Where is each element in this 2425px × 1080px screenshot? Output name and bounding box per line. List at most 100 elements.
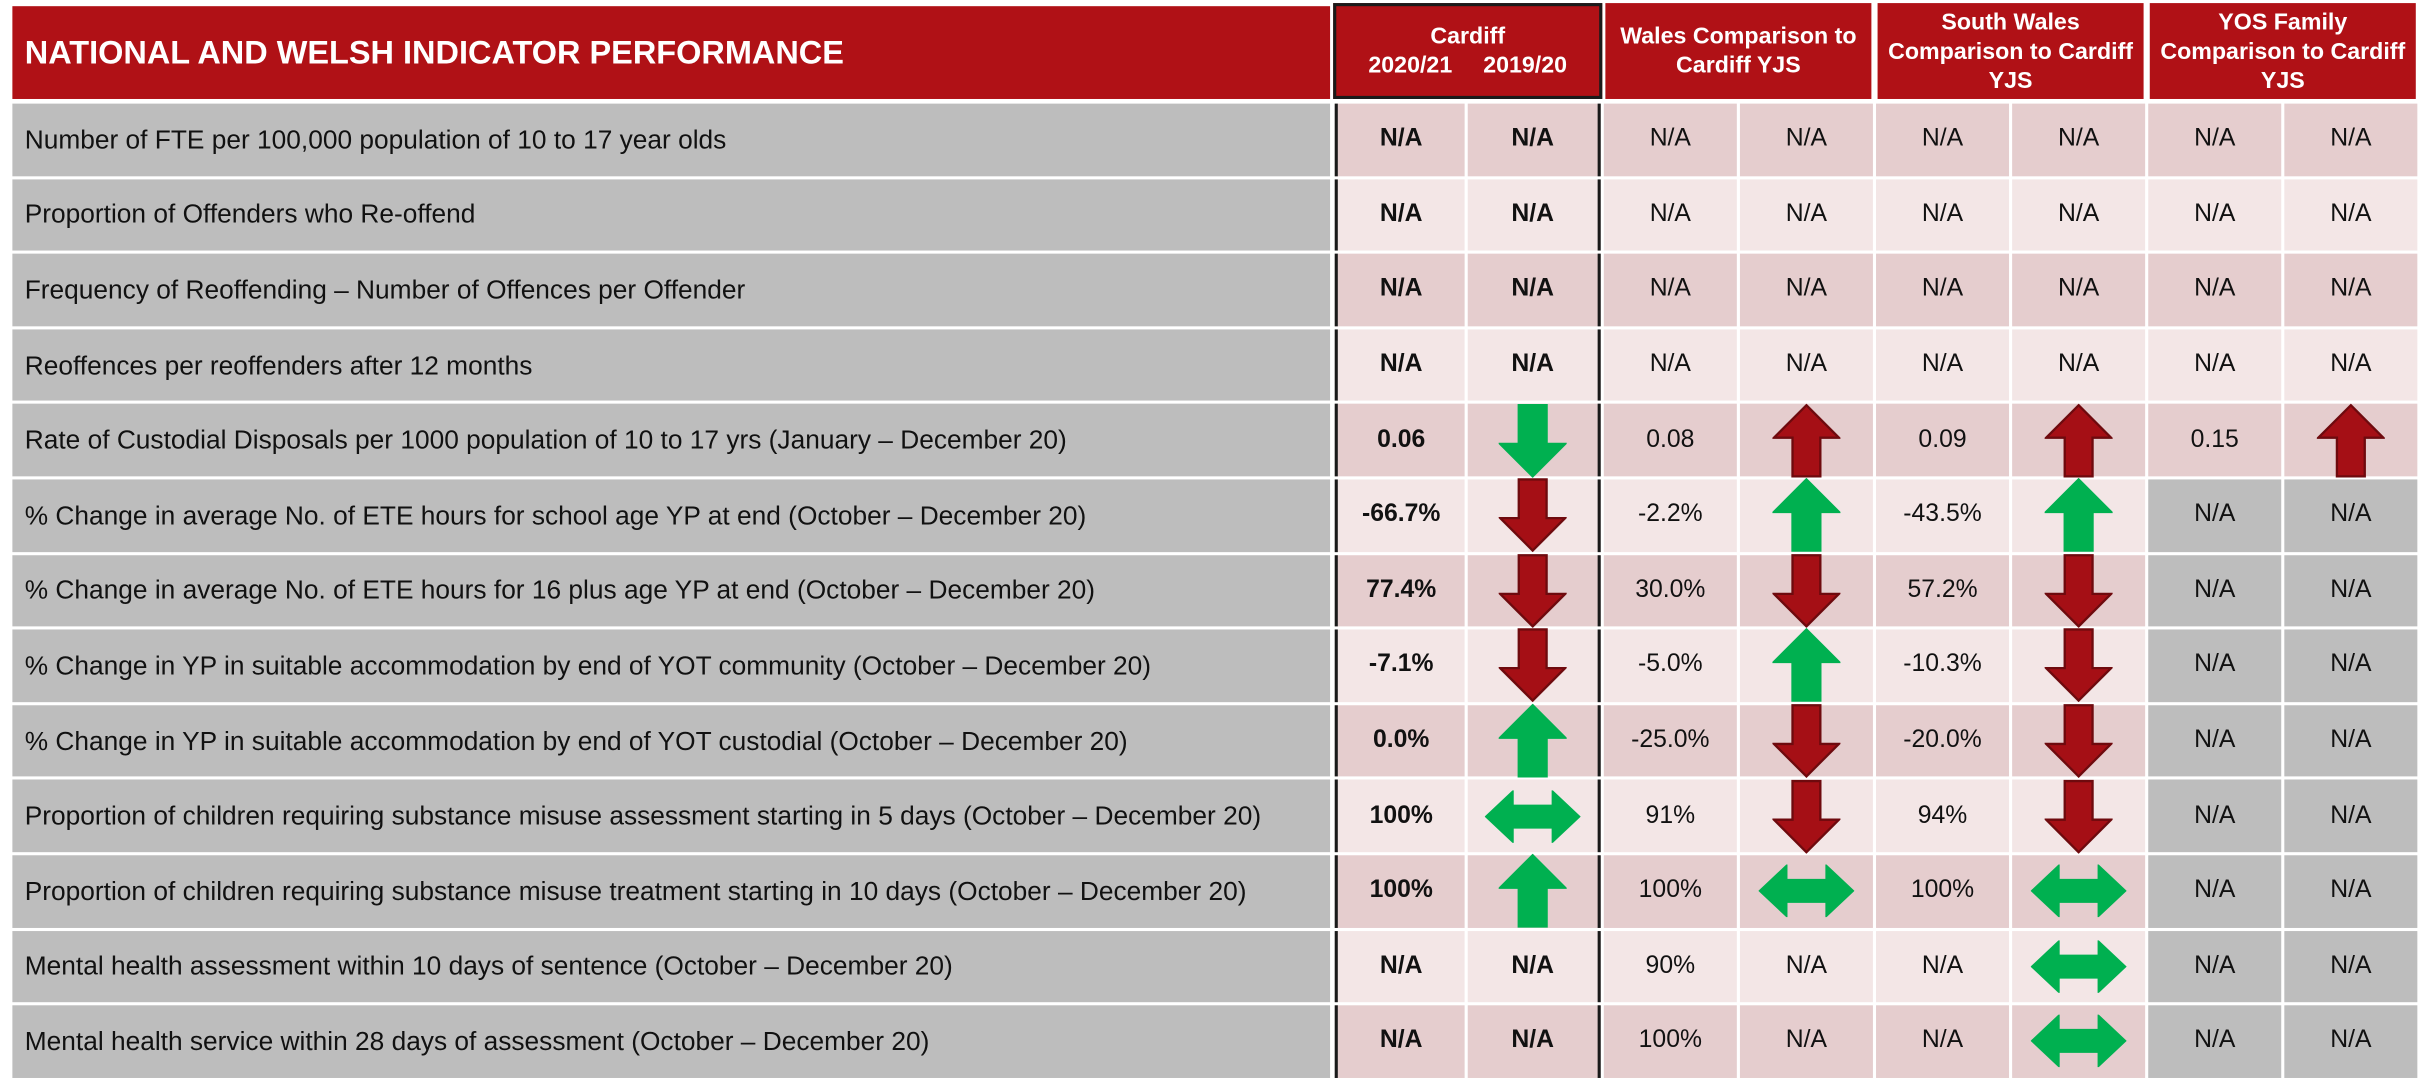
subtitles: 2020/21 2019/20 [1368,51,1567,80]
arrow-up [1498,854,1567,929]
arrow-down [1498,478,1567,553]
row-label: Frequency of Reoffending – Number of Off… [12,253,1331,326]
table-cell: N/A [1334,930,1465,1003]
table-cell: N/A [2284,103,2418,176]
table-cell [1739,628,1873,703]
arrow-icon [1772,704,1841,779]
table-cell [2012,478,2146,553]
table-cell [2012,704,2146,779]
table-cell: N/A [2148,178,2282,251]
table-cell: -20.0% [1876,704,2010,777]
table-cell [1739,478,1873,553]
table-cell: N/A [2284,704,2418,777]
table-cell: N/A [1739,329,1873,402]
table-cell: 91% [1603,780,1737,853]
arrow-icon [2044,478,2113,553]
row-label: % Change in YP in suitable accommodation… [12,629,1331,702]
table-cell: N/A [2284,479,2418,552]
table-cell: -2.2% [1603,479,1737,552]
arrow-down [2044,553,2113,628]
table-cell: -43.5% [1876,479,2010,552]
arrow-icon [2316,403,2385,478]
table-cell: 0.08 [1603,404,1737,477]
arrow-icon [1772,478,1841,553]
table-cell: N/A [1876,329,2010,402]
table-cell: N/A [1334,103,1465,176]
table-cell: 90% [1603,930,1737,1003]
arrow-up [2044,403,2113,478]
table-cell: N/A [2148,930,2282,1003]
table-cell: -10.3% [1876,629,2010,702]
table-cell: 0.06 [1334,404,1465,477]
arrow-both [2030,1015,2127,1068]
table-cell: 100% [1876,855,2010,928]
table-cell: N/A [1739,178,1873,251]
table-cell: -7.1% [1334,629,1465,702]
table-cell: N/A [2284,178,2418,251]
arrow-down [1772,704,1841,779]
group-subtitle: 2019/20 [1483,52,1568,79]
arrow-both [1758,865,1855,918]
table-cell: N/A [1603,329,1737,402]
table-cell: N/A [2284,1005,2418,1078]
arrow-icon [1772,628,1841,703]
arrow-icon [2044,629,2113,703]
table-cell [1739,403,1873,478]
table-cell [1467,478,1601,553]
table-cell: N/A [2284,253,2418,326]
arrow-both [2030,865,2127,918]
table-cell: N/A [2148,780,2282,853]
table-cell: N/A [2284,930,2418,1003]
arrow-icon [1498,478,1567,553]
arrow-down [1498,629,1567,703]
table-cell: N/A [1739,1005,1873,1078]
header-group: Cardiff 2020/21 2019/20 [1333,3,1603,99]
table-cell [1739,553,1873,628]
table-cell [2012,629,2146,703]
table-cell [2012,403,2146,478]
table-cell: N/A [2148,1005,2282,1078]
arrow-icon [1772,553,1841,628]
arrow-icon [1758,865,1855,918]
arrow-icon [1498,854,1567,929]
table-cell: 100% [1603,855,1737,928]
table-cell: -5.0% [1603,629,1737,702]
table-cell: 57.2% [1876,554,2010,627]
arrow-up [1498,703,1567,778]
table-cell: N/A [2148,329,2282,402]
table-cell: 100% [1603,1005,1737,1078]
table-cell: N/A [2148,855,2282,928]
row-label: Reoffences per reoffenders after 12 mont… [12,329,1331,402]
table-cell [1467,553,1601,628]
table-cell: -66.7% [1334,479,1465,552]
table-cell: N/A [1739,103,1873,176]
row-label: % Change in YP in suitable accommodation… [12,704,1331,777]
table-cell: N/A [2148,253,2282,326]
table-cell: N/A [2148,103,2282,176]
arrow-up [1772,478,1841,553]
arrow-icon [2044,779,2113,854]
arrow-down [1498,403,1567,478]
table-cell: N/A [2148,554,2282,627]
row-label: Mental health service within 28 days of … [12,1005,1331,1078]
row-label: Mental health assessment within 10 days … [12,930,1331,1003]
header-group: South Wales Comparison to Cardiff YJS [1877,3,2144,99]
table-cell: N/A [2148,479,2282,552]
arrow-down [1498,553,1567,628]
arrow-up [2316,403,2385,478]
table-cell: N/A [1467,930,1601,1003]
arrow-down [1772,553,1841,628]
table-cell: N/A [1603,178,1737,251]
table-cell: N/A [1603,253,1737,326]
header-group: YOS Family Comparison to Cardiff YJS [2149,3,2416,99]
table-cell: N/A [1876,930,2010,1003]
table-cell: 30.0% [1603,554,1737,627]
table-cell: N/A [2284,554,2418,627]
arrow-up [1772,403,1841,478]
table-cell [1467,629,1601,703]
row-label: Rate of Custodial Disposals per 1000 pop… [12,404,1331,477]
table-cell: N/A [1467,178,1601,251]
table-cell [2012,1005,2146,1078]
table-cell [1467,703,1601,778]
